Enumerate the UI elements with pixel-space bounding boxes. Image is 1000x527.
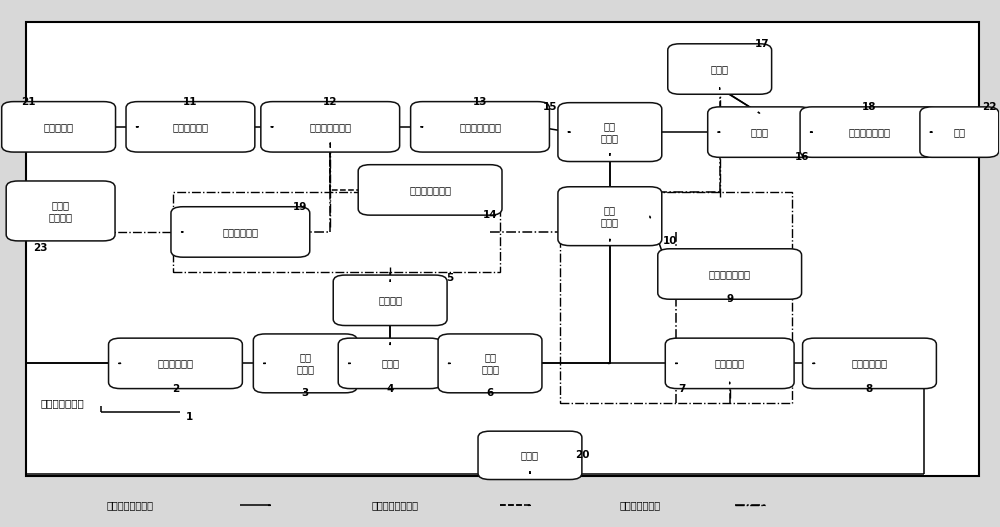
Text: 20: 20 (575, 451, 589, 461)
FancyBboxPatch shape (658, 249, 802, 299)
FancyBboxPatch shape (261, 102, 400, 152)
Text: 8: 8 (866, 384, 873, 394)
FancyBboxPatch shape (126, 102, 255, 152)
Text: 出液
单向阀: 出液 单向阀 (481, 353, 499, 374)
FancyBboxPatch shape (338, 338, 442, 388)
Bar (560, 192, 792, 403)
Text: 14: 14 (483, 210, 497, 220)
FancyBboxPatch shape (708, 107, 812, 158)
FancyBboxPatch shape (558, 187, 662, 246)
FancyBboxPatch shape (665, 338, 794, 388)
Text: 步进电机: 步进电机 (378, 295, 402, 305)
Text: 隔膜泵: 隔膜泵 (381, 358, 399, 368)
Text: 2: 2 (172, 384, 179, 394)
Text: 尿素回流接头: 尿素回流接头 (851, 358, 887, 368)
Text: 进液
单向阀: 进液 单向阀 (296, 353, 314, 374)
Text: 11: 11 (183, 96, 198, 106)
Text: 发动机
控制单元: 发动机 控制单元 (49, 200, 73, 222)
Text: 第二压力传感器: 第二压力传感器 (709, 269, 751, 279)
Text: 19: 19 (293, 202, 307, 212)
Text: 1: 1 (185, 412, 193, 422)
Text: 10: 10 (663, 237, 677, 247)
Text: 辅助控制单元: 辅助控制单元 (222, 227, 258, 237)
FancyBboxPatch shape (478, 431, 582, 480)
Text: 第一
单向阀: 第一 单向阀 (601, 121, 619, 143)
FancyBboxPatch shape (920, 107, 999, 158)
Text: 21: 21 (21, 96, 36, 106)
Text: 尿素电磁阀: 尿素电磁阀 (715, 358, 745, 368)
Text: 12: 12 (323, 96, 337, 106)
Text: 压缩空气调压阀: 压缩空气调压阀 (459, 122, 501, 132)
FancyBboxPatch shape (438, 334, 542, 393)
Text: 23: 23 (33, 243, 48, 253)
FancyBboxPatch shape (800, 107, 939, 158)
FancyBboxPatch shape (803, 338, 936, 388)
FancyBboxPatch shape (109, 338, 242, 388)
FancyBboxPatch shape (171, 207, 310, 257)
Text: 压缩空气电磁阀: 压缩空气电磁阀 (309, 122, 351, 132)
Text: 第二
单向阀: 第二 单向阀 (601, 206, 619, 227)
Text: 喷嘴: 喷嘴 (953, 127, 965, 137)
FancyBboxPatch shape (333, 275, 447, 326)
Text: 18: 18 (862, 102, 877, 112)
Text: 混合室: 混合室 (751, 127, 769, 137)
Text: 13: 13 (473, 96, 487, 106)
Text: 9: 9 (726, 294, 733, 304)
Text: 22: 22 (982, 102, 997, 112)
Text: 混合物喷射接头: 混合物喷射接头 (848, 127, 890, 137)
Text: 17: 17 (754, 39, 769, 49)
Text: 7: 7 (678, 384, 685, 394)
Text: 压缩空气流动方向: 压缩空气流动方向 (372, 500, 419, 510)
FancyBboxPatch shape (253, 334, 357, 393)
FancyBboxPatch shape (358, 164, 502, 215)
Text: 5: 5 (446, 273, 454, 283)
Text: 尿素进液接头: 尿素进液接头 (157, 358, 193, 368)
Text: 尿素计量泵装置: 尿素计量泵装置 (41, 398, 84, 408)
FancyBboxPatch shape (411, 102, 549, 152)
Text: 15: 15 (543, 102, 557, 112)
Text: 压缩空气接头: 压缩空气接头 (172, 122, 208, 132)
Bar (173, 192, 500, 272)
Text: 电信号传播方向: 电信号传播方向 (619, 500, 660, 510)
Text: 第一压力传感器: 第一压力传感器 (409, 185, 451, 195)
FancyBboxPatch shape (668, 44, 772, 94)
Text: 4: 4 (386, 384, 394, 394)
Text: 加热器: 加热器 (711, 64, 729, 74)
FancyBboxPatch shape (2, 102, 116, 152)
Text: 尿素箱: 尿素箱 (521, 451, 539, 461)
Text: 16: 16 (794, 152, 809, 162)
Text: 压缩空气罐: 压缩空气罐 (44, 122, 74, 132)
FancyBboxPatch shape (26, 22, 979, 476)
FancyBboxPatch shape (558, 103, 662, 162)
Text: 6: 6 (486, 388, 494, 398)
Text: 尿素溶液流动方向: 尿素溶液流动方向 (107, 500, 154, 510)
Text: 3: 3 (302, 388, 309, 398)
FancyBboxPatch shape (6, 181, 115, 241)
